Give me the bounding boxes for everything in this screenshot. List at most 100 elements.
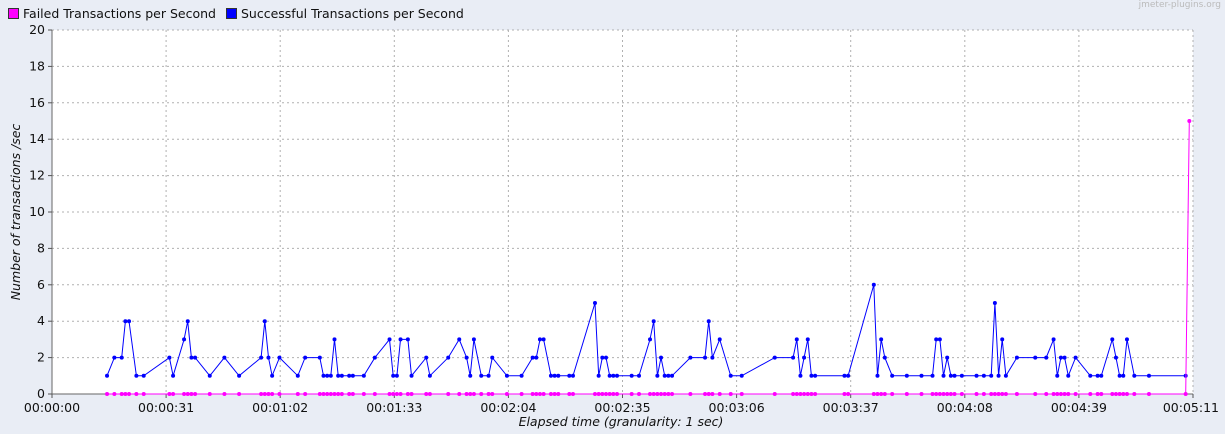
data-point-failed [813, 392, 818, 396]
data-point-successful [328, 373, 333, 378]
legend-swatch-successful [225, 8, 237, 19]
data-point-successful [167, 355, 172, 360]
data-point-successful [570, 373, 575, 378]
data-point-successful [541, 337, 546, 342]
data-point-successful [882, 355, 887, 360]
data-point-successful [567, 373, 572, 378]
data-point-failed [1062, 392, 1067, 396]
data-point-successful [813, 373, 818, 378]
y-tick-label: 0 [37, 386, 45, 401]
data-point-successful [952, 373, 957, 378]
data-point-failed [600, 392, 605, 396]
data-point-failed [446, 392, 451, 396]
data-point-successful [948, 373, 953, 378]
data-point-successful [394, 373, 399, 378]
data-point-failed [336, 392, 341, 396]
data-point-failed [541, 392, 546, 396]
data-point-successful [446, 355, 451, 360]
data-point-successful [600, 355, 605, 360]
data-point-failed [105, 392, 110, 396]
data-point-failed [303, 392, 308, 396]
data-point-failed [655, 392, 660, 396]
data-point-successful [603, 355, 608, 360]
x-tick-label: 00:04:39 [1051, 400, 1107, 415]
data-point-failed [596, 392, 601, 396]
data-point-successful [989, 373, 994, 378]
data-point-failed [424, 392, 429, 396]
data-point-successful [1095, 373, 1100, 378]
y-tick-label: 18 [29, 58, 45, 73]
data-point-failed [611, 392, 616, 396]
data-point-failed [321, 392, 326, 396]
data-point-successful [171, 373, 176, 378]
data-point-successful [791, 355, 796, 360]
data-point-failed [471, 392, 476, 396]
y-tick-label: 16 [29, 95, 45, 110]
data-point-successful [637, 373, 642, 378]
data-point-failed [504, 392, 509, 396]
x-tick-label: 00:04:08 [937, 400, 993, 415]
data-point-successful [387, 337, 392, 342]
series-line-successful [106, 284, 1186, 378]
data-point-failed [1055, 392, 1060, 396]
data-point-successful [1014, 355, 1019, 360]
data-point-failed [992, 392, 997, 396]
data-point-successful [222, 355, 227, 360]
data-point-successful [207, 373, 212, 378]
data-point-failed [974, 392, 979, 396]
data-point-failed [409, 392, 414, 396]
data-point-failed [802, 392, 807, 396]
data-point-successful [1000, 337, 1005, 342]
data-point-failed [119, 392, 124, 396]
y-axis-ticks: 0 2 4 6 8 10 12 14 16 18 20 [29, 22, 52, 401]
x-tick-label: 00:02:04 [480, 400, 536, 415]
data-point-successful [1121, 373, 1126, 378]
data-point-failed [127, 392, 132, 396]
data-point-successful [127, 319, 132, 324]
data-point-failed [185, 392, 190, 396]
data-point-failed [871, 392, 876, 396]
data-point-successful [934, 337, 939, 342]
data-point-failed [1117, 392, 1122, 396]
data-point-failed [1099, 392, 1104, 396]
data-point-successful [879, 337, 884, 342]
data-point-failed [468, 392, 473, 396]
data-point-successful [548, 373, 553, 378]
data-point-successful [277, 355, 282, 360]
data-point-failed [372, 392, 377, 396]
data-point-failed [167, 392, 172, 396]
data-point-successful [941, 373, 946, 378]
data-point-successful [919, 373, 924, 378]
data-point-successful [468, 373, 473, 378]
data-point-successful [1113, 355, 1118, 360]
data-point-failed [959, 392, 964, 396]
data-point-successful [321, 373, 326, 378]
data-point-failed [1187, 119, 1192, 123]
data-point-failed [398, 392, 403, 396]
data-point-failed [556, 392, 561, 396]
data-point-successful [424, 355, 429, 360]
data-point-failed [1000, 392, 1005, 396]
data-point-failed [706, 392, 711, 396]
data-point-failed [1088, 392, 1093, 396]
data-point-successful [655, 373, 660, 378]
data-point-failed [607, 392, 612, 396]
data-point-failed [989, 392, 994, 396]
data-point-failed [1033, 392, 1038, 396]
data-point-successful [945, 355, 950, 360]
data-point-failed [875, 392, 880, 396]
data-point-failed [937, 392, 942, 396]
data-point-successful [259, 355, 264, 360]
x-tick-label: 00:05:11 [1163, 400, 1219, 415]
data-point-failed [930, 392, 935, 396]
data-point-successful [1099, 373, 1104, 378]
data-point-failed [259, 392, 264, 396]
data-point-failed [387, 392, 392, 396]
data-point-failed [207, 392, 212, 396]
data-point-failed [1058, 392, 1063, 396]
data-point-failed [530, 392, 535, 396]
data-point-failed [948, 392, 953, 396]
data-point-successful [119, 355, 124, 360]
data-point-successful [794, 337, 799, 342]
